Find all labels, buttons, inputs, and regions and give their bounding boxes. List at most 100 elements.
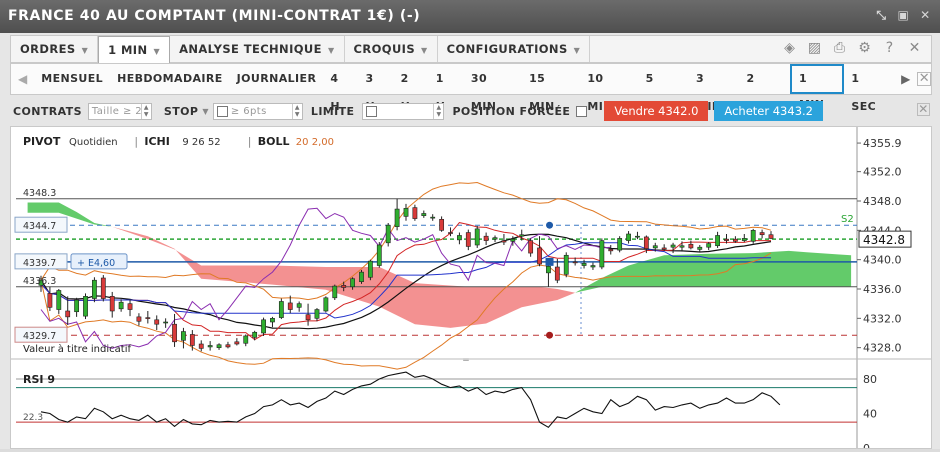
price-chart[interactable]: ═ 4355.94352.04348.04344.04340.04336.043… [11,127,931,452]
close-icon[interactable]: ✕ [917,102,930,116]
candle-body [688,243,694,249]
candle-body [697,246,703,250]
scroll-left-icon[interactable]: ◀ [18,72,28,86]
tf-1h[interactable]: 1 H [435,72,445,113]
candle-body [643,236,649,249]
level-label: 4329.7 [23,331,56,342]
tf-1sec[interactable]: 1 SEC [851,72,877,113]
help-icon[interactable]: ? [885,40,894,56]
tf-15min[interactable]: 15 MIN [529,72,555,113]
close-icon[interactable]: ✕ [908,40,921,56]
candle-body [243,335,249,344]
tf-10min[interactable]: 10 MIN [587,72,613,113]
level-label: 4344.7 [23,221,56,232]
print-icon[interactable]: ⎙ [833,40,846,56]
s2-label: S2 [841,214,854,225]
tf-3h[interactable]: 3 H [365,72,374,113]
price-axis: 4355.94352.04348.04344.04340.04336.04332… [841,137,912,355]
tf-3min[interactable]: 3 MIN [696,72,722,113]
menu-analyse-technique[interactable]: ANALYSE TECHNIQUE ▼ [170,36,345,62]
layers-icon[interactable]: ◈ [784,40,795,56]
rsi-panel: 80 40 0 RSI 9 22.3 [16,371,877,452]
tf-30min[interactable]: 30 MIN [470,72,497,113]
candle-body [198,343,204,349]
candle-body [172,323,177,343]
tf-journalier[interactable]: JOURNALIER [236,72,317,85]
limit-checkbox[interactable] [366,105,378,117]
candle-body [617,238,623,251]
tf-4h[interactable]: 4 H [330,72,340,113]
candle-body [492,237,498,240]
collapse-icon[interactable]: ⤡ [876,8,887,22]
indicator-separator: | [248,135,252,148]
menu-1min[interactable]: 1 MIN ▼ [98,35,171,64]
candle-body [38,279,44,286]
chart-grid: ═ [11,127,931,448]
image-icon[interactable]: ▨ [807,40,822,56]
gear-icon[interactable]: ⚙ [858,40,871,56]
candle-body [181,331,186,341]
contracts-placeholder: Taille ≥ 2 [91,105,143,117]
tf-1min[interactable]: 1 MIN [789,64,845,111]
chevron-down-icon[interactable]: ▼ [202,106,209,116]
candle-body [510,238,516,242]
rsi-marker-label: 22.3 [23,413,43,423]
stepper-icon[interactable]: ▲ ▼ [291,103,302,119]
y-tick-label: 4328.0 [863,342,902,355]
cloud-bullish [27,202,113,227]
candle-body [65,310,71,318]
y-tick-label: 4340.0 [863,254,902,267]
scroll-right-icon[interactable]: ▶ [901,72,911,86]
menu-configurations[interactable]: CONFIGURATIONS ▼ [438,36,591,62]
candle-body [537,247,542,265]
candle-body [679,245,685,248]
tf-2min[interactable]: 2 MIN [746,72,772,113]
indicator-params: Quotidien [69,137,118,148]
rsi-tick-label: 0 [863,442,870,448]
candle-body [572,261,578,264]
tf-hebdomadaire[interactable]: HEBDOMADAIRE [117,72,223,85]
menu-configurations-label: CONFIGURATIONS [446,42,568,56]
title-bar[interactable]: FRANCE 40 AU COMPTANT (MINI-CONTRAT 1€) … [0,0,940,33]
stepper-icon[interactable]: ▲ ▼ [140,103,151,119]
sell-button[interactable]: Vendre 4342.0 [604,101,709,121]
kijun-line [40,242,771,319]
indicator-name: PIVOT [23,135,61,148]
candle-body [127,303,133,310]
forced-position-checkbox[interactable] [576,105,588,117]
buy-button[interactable]: Acheter 4343.2 [714,101,823,121]
close-icon[interactable]: ✕ [920,8,931,22]
candle-body [732,238,738,242]
menu-croquis[interactable]: CROQUIS ▼ [345,36,438,62]
level-label-box [14,326,68,343]
tf-2h[interactable]: 2 H [400,72,410,113]
menu-ordres[interactable]: ORDRES ▼ [11,36,99,62]
candle-body [652,245,658,249]
candle-body [47,293,53,308]
candle-body [465,232,471,247]
menu-bar: ORDRES ▼ 1 MIN ▼ ANALYSE TECHNIQUE ▼ CROQUI… [10,35,932,64]
candle-body [323,297,329,312]
tf-5min[interactable]: 5 MIN [645,72,671,113]
stop-placeholder: ≥ 6pts [230,105,267,117]
close-icon[interactable]: ✕ [917,71,931,86]
chevron-down-icon: ▼ [421,46,428,55]
indicator-separator: | [134,135,138,148]
rsi-label: RSI 9 [23,373,55,386]
candle-body [403,208,409,217]
position-badge [70,253,128,270]
candle-body [56,290,62,310]
candle-body [92,279,97,299]
limit-input[interactable]: ▲ ▼ [362,102,445,120]
stepper-icon[interactable]: ▲ ▼ [433,103,443,119]
stop-input[interactable]: ≥ 6pts ▲ ▼ [212,102,303,120]
tf-mensuel[interactable]: MENSUEL [41,72,104,85]
contracts-input[interactable]: Taille ≥ 2 ▲ ▼ [87,102,152,120]
level-label-box [14,253,68,270]
maximize-icon[interactable]: ▣ [897,8,910,22]
stop-checkbox[interactable] [216,105,228,117]
chart-area[interactable]: ═ 4355.94352.04348.04344.04340.04336.043… [10,126,932,452]
candle-body [367,260,373,278]
candle-body [154,319,160,325]
stop-marker-icon [546,331,554,339]
